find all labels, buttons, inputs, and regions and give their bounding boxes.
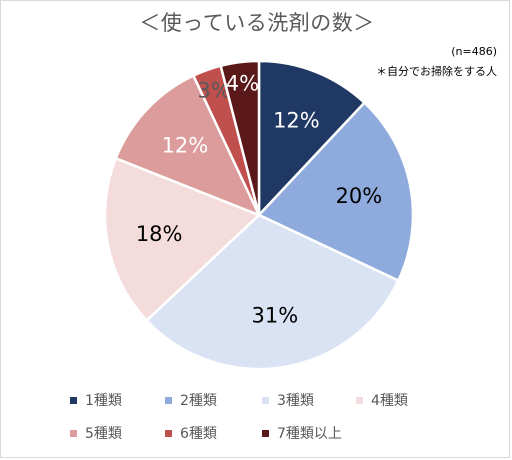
pie-data-label-2: 20% bbox=[335, 184, 382, 208]
chart-title: ＜使っている洗剤の数＞ bbox=[139, 11, 375, 35]
legend-label-1: 1種類 bbox=[85, 393, 122, 409]
legend-item-7: 7種類以上 bbox=[262, 423, 342, 443]
legend-item-4: 4種類 bbox=[356, 390, 408, 410]
legend-label-2: 2種類 bbox=[180, 393, 217, 409]
legend-item-3: 3種類 bbox=[262, 390, 314, 410]
legend-item-1: 1種類 bbox=[70, 390, 122, 410]
pie-slice-5 bbox=[114, 73, 262, 218]
legend-item-6: 6種類 bbox=[165, 423, 217, 443]
pie-data-label-5: 12% bbox=[162, 133, 209, 157]
legend-swatch-6 bbox=[165, 429, 172, 437]
pie-data-label-7: 4% bbox=[226, 72, 259, 96]
legend-swatch-3 bbox=[262, 396, 269, 404]
legend-swatch-7 bbox=[262, 429, 269, 437]
legend-label-5: 5種類 bbox=[85, 426, 122, 442]
legend-swatch-5 bbox=[70, 429, 77, 437]
pie-slice-3 bbox=[144, 213, 401, 371]
pie-data-label-4: 18% bbox=[136, 222, 183, 246]
legend-swatch-1 bbox=[70, 396, 77, 404]
legend-label-6: 6種類 bbox=[180, 426, 217, 442]
legend-swatch-4 bbox=[356, 396, 363, 404]
legend-label-4: 4種類 bbox=[371, 393, 408, 409]
pie-slice-1 bbox=[257, 59, 367, 219]
pie-slice-4 bbox=[103, 156, 262, 323]
pie-slice-7 bbox=[219, 59, 261, 216]
pie-slice-2 bbox=[256, 100, 415, 283]
respondent-note: ＊自分でお掃除をする人 bbox=[376, 65, 497, 78]
legend-item-5: 5種類 bbox=[70, 423, 122, 443]
pie-data-label-1: 12% bbox=[273, 108, 320, 132]
pie-data-label-3: 31% bbox=[252, 303, 299, 327]
legend-swatch-2 bbox=[165, 396, 172, 404]
legend-item-2: 2種類 bbox=[165, 390, 217, 410]
sample-size-note: (n=486) bbox=[451, 45, 497, 58]
legend-label-3: 3種類 bbox=[277, 393, 314, 409]
legend-label-7: 7種類以上 bbox=[277, 426, 342, 442]
